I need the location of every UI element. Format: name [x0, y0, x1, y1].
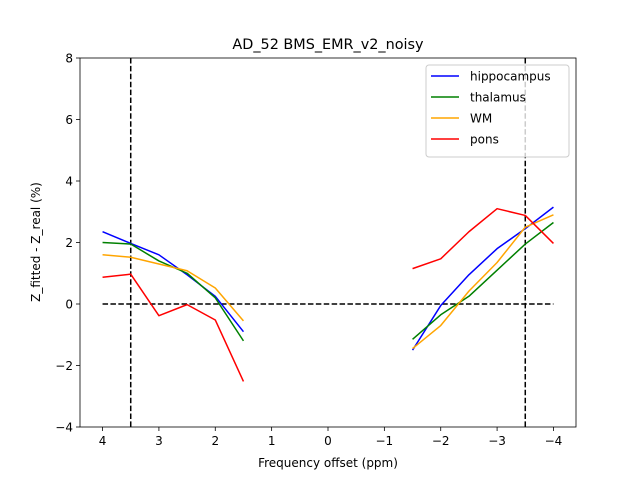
legend-label-thalamus: thalamus — [470, 91, 526, 105]
legend-label-wm: WM — [470, 112, 492, 126]
y-tick-label: −4 — [55, 421, 73, 435]
plot-area: 4 3 2 1 0 −1 −2 −3 −4 −4 −2 0 2 4 6 8 hippocampus thalamu… — [55, 52, 577, 448]
x-tick-label: −3 — [488, 434, 506, 448]
y-tick-label: 8 — [65, 52, 73, 66]
x-tick-label: −4 — [545, 434, 563, 448]
y-tick-label: −2 — [55, 359, 73, 373]
series-line-pons — [102, 273, 245, 382]
x-tick-label: 0 — [324, 434, 332, 448]
series-line-hippocampus — [102, 231, 245, 333]
chart-title: AD_52 BMS_EMR_v2_noisy — [232, 37, 424, 53]
series-line-thalamus — [412, 221, 554, 340]
x-axis-label: Frequency offset (ppm) — [258, 456, 398, 470]
y-axis-label: Z_fitted - Z_real (%) — [29, 182, 43, 302]
legend-box — [425, 64, 570, 158]
x-tick-label: −2 — [432, 434, 450, 448]
y-tick-label: 0 — [65, 298, 73, 312]
x-tick-label: 2 — [211, 434, 219, 448]
x-tick-label: −1 — [376, 434, 394, 448]
series-line-pons — [412, 207, 554, 270]
series-line-wm — [412, 214, 554, 350]
y-tick-label: 6 — [65, 113, 73, 127]
series-line-wm — [102, 254, 245, 322]
x-tick-label: 1 — [268, 434, 276, 448]
legend-label-hippocampus: hippocampus — [470, 70, 551, 84]
x-tick-label: 3 — [155, 434, 163, 448]
y-tick-label: 4 — [65, 175, 73, 189]
x-tick-label: 4 — [99, 434, 107, 448]
y-tick-label: 2 — [65, 236, 73, 250]
legend-label-pons: pons — [470, 133, 499, 147]
